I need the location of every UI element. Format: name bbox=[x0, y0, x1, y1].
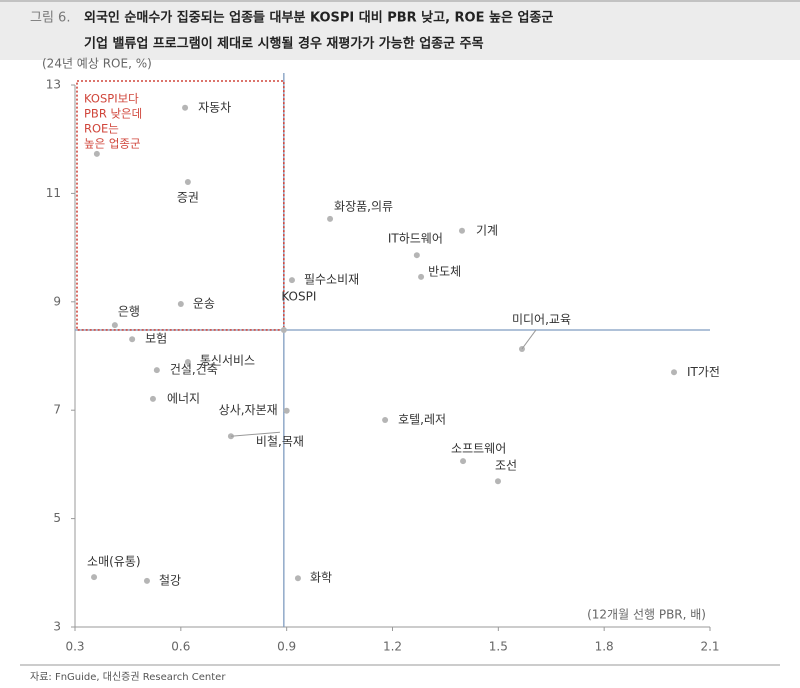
point bbox=[184, 358, 191, 365]
point bbox=[671, 369, 678, 376]
point-label: 비철,목재 bbox=[256, 435, 304, 449]
point-label: 운송 bbox=[193, 296, 215, 310]
point bbox=[294, 575, 301, 582]
point bbox=[143, 577, 150, 584]
point-label: KOSPI bbox=[281, 289, 316, 303]
point-label: 화학 bbox=[310, 571, 332, 585]
figure-label: 그림 6. bbox=[30, 11, 70, 26]
point bbox=[182, 104, 189, 111]
point-label: 미디어,교육 bbox=[512, 312, 571, 326]
x-tick-label: 2.1 bbox=[700, 640, 719, 654]
point bbox=[327, 215, 334, 222]
point bbox=[177, 300, 184, 307]
point-label: 조선 bbox=[495, 459, 517, 473]
point bbox=[111, 322, 118, 329]
annotation-text: PBR 낮은데 bbox=[84, 107, 142, 121]
point-label: 보험 bbox=[145, 332, 167, 346]
point-label: IT하드웨어 bbox=[388, 232, 443, 246]
x-axis-label: (12개월 선행 PBR, 배) bbox=[587, 607, 706, 622]
point bbox=[494, 478, 501, 485]
point bbox=[382, 416, 389, 423]
y-axis-label: (24년 예상 ROE, %) bbox=[42, 57, 152, 71]
point-label: 통신서비스 bbox=[200, 353, 255, 367]
point-label: 자동차 bbox=[198, 100, 231, 114]
point-label: 화장품,의류 bbox=[334, 199, 393, 213]
x-tick-label: 0.6 bbox=[171, 640, 190, 654]
point bbox=[283, 407, 290, 414]
chart-title: 외국인 순매수가 집중되는 업종들 대부분 KOSPI 대비 PBR 낮고, R… bbox=[84, 10, 553, 26]
point bbox=[413, 252, 420, 259]
point-label: IT가전 bbox=[687, 365, 720, 379]
point-label: 호텔,레저 bbox=[398, 412, 446, 426]
point-label: 철강 bbox=[159, 573, 181, 587]
x-tick-label: 1.5 bbox=[489, 640, 508, 654]
point-label: 소프트웨어 bbox=[451, 442, 506, 456]
y-tick-label: 13 bbox=[46, 78, 61, 92]
annotation-text: 높은 업종군 bbox=[84, 137, 141, 151]
point bbox=[460, 458, 467, 465]
y-tick-label: 9 bbox=[53, 294, 61, 308]
point-label: 필수소비재 bbox=[304, 273, 359, 287]
point bbox=[93, 150, 100, 157]
point bbox=[458, 227, 465, 234]
y-tick-label: 3 bbox=[53, 620, 61, 634]
point bbox=[288, 277, 295, 284]
point-label: 에너지 bbox=[167, 391, 200, 405]
point bbox=[418, 273, 425, 280]
x-tick-label: 0.9 bbox=[277, 640, 296, 654]
point-label: 상사,자본재 bbox=[219, 403, 278, 417]
point-label: 반도체 bbox=[428, 264, 461, 278]
point bbox=[280, 326, 287, 333]
point-label: 기계 bbox=[476, 223, 498, 237]
point-label: 건설,건축 bbox=[170, 363, 218, 377]
point-label: 소매(유통) bbox=[87, 555, 141, 569]
chart-title: 기업 밸류업 프로그램이 제대로 시행될 경우 재평가가 가능한 업종군 주목 bbox=[84, 36, 484, 52]
y-tick-label: 11 bbox=[46, 186, 61, 200]
leader-line bbox=[230, 431, 280, 437]
x-tick-label: 1.2 bbox=[383, 640, 402, 654]
source: 자료: FnGuide, 대신증권 Research Center bbox=[30, 671, 226, 683]
point bbox=[184, 179, 191, 186]
leader-line bbox=[521, 329, 537, 350]
point bbox=[149, 395, 156, 402]
point bbox=[91, 574, 98, 581]
point bbox=[129, 336, 136, 343]
point-label: 증권 bbox=[177, 191, 199, 205]
x-tick-label: 0.3 bbox=[65, 640, 84, 654]
x-tick-label: 1.8 bbox=[595, 640, 614, 654]
point-label: 은행 bbox=[118, 304, 140, 319]
point bbox=[153, 367, 160, 374]
annotation-text: ROE는 bbox=[84, 122, 119, 136]
header-bg bbox=[0, 0, 800, 60]
annotation-text: KOSPI보다 bbox=[84, 92, 139, 106]
y-tick-label: 7 bbox=[53, 403, 61, 417]
y-tick-label: 5 bbox=[53, 511, 61, 525]
